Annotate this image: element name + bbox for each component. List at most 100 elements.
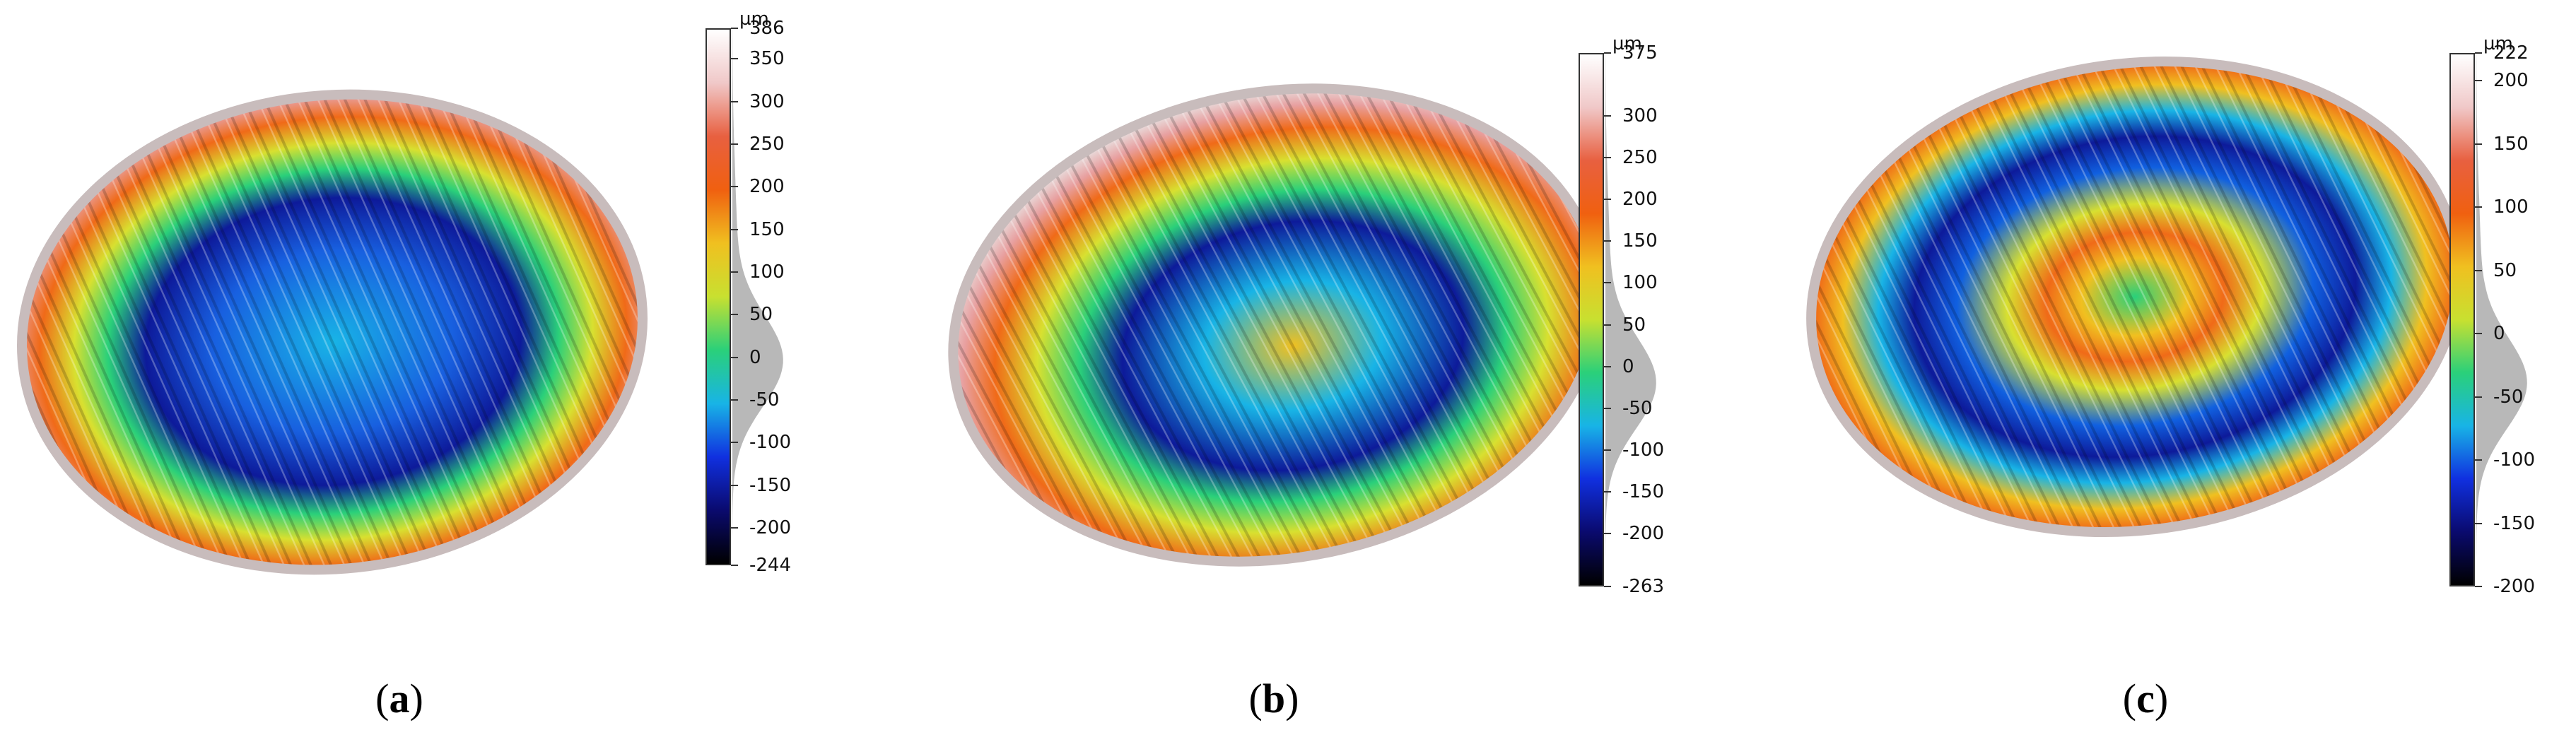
colorbar-c-tickmark: [2475, 80, 2482, 82]
panel-b: µm 375 300 250 200 150 100 50 0 -50 -100 -150 -200 -…: [859, 0, 1718, 749]
surface-plot-c: [1806, 56, 2464, 538]
colorbar-b-tickmark: [1604, 533, 1611, 535]
colorbar-b-tickmark: [1604, 199, 1611, 201]
colorbar-a-tickmark: [731, 271, 738, 273]
caption-c-close: ): [2154, 676, 2169, 721]
colorbar-b-tick-label: 375: [1622, 42, 1658, 64]
colorbar-b-tickmark: [1604, 586, 1611, 587]
caption-b-close: ): [1285, 676, 1299, 721]
colorbar-b-unit: µm: [1612, 33, 1642, 54]
colorbar-c-tick-label: -50: [2493, 386, 2524, 408]
caption-a-letter: a: [389, 676, 410, 721]
colorbar-b-tick-label: -263: [1622, 576, 1665, 597]
colorbar-a-tickmark: [731, 526, 738, 529]
colorbar-a-tick-label: -244: [749, 555, 792, 576]
colorbar-a-tick-label: 0: [749, 346, 761, 368]
colorbar-b-tickmark: [1604, 407, 1611, 409]
colorbar-c-tickmark: [2475, 522, 2482, 524]
colorbar-a-tickmark: [731, 565, 738, 566]
colorbar-a: µm 386 350 300 250 200 150 100 50 0 -50 -100 -150 -2…: [706, 8, 847, 594]
colorbar-a-unit: µm: [739, 8, 769, 30]
colorbar-b-tickmark: [1604, 491, 1611, 493]
colorbar-a-tickmark: [731, 314, 738, 316]
colorbar-a-gradient: [706, 28, 731, 565]
colorbar-b: µm 375 300 250 200 150 100 50 0 -50 -100 -150 -200 -…: [1579, 33, 1713, 604]
colorbar-c-tick-label: -100: [2493, 449, 2536, 471]
colorbar-a-tick-label: 150: [749, 218, 785, 240]
colorbar-c-tickmark: [2475, 52, 2482, 54]
colorbar-b-tick-label: -50: [1622, 397, 1653, 419]
colorbar-c-histogram: [2476, 53, 2527, 586]
colorbar-a-tickmark: [731, 143, 738, 146]
colorbar-c: µm 222 200 150 100 50 0 -50 -100 -150 -200: [2449, 33, 2575, 604]
colorbar-c-tick-label: -150: [2493, 512, 2536, 534]
colorbar-a-tick-label: 250: [749, 134, 785, 155]
colorbar-b-tick-label: 150: [1622, 230, 1658, 252]
colorbar-a-tick-label: -100: [749, 432, 792, 454]
colorbar-b-tickmark: [1604, 156, 1611, 158]
colorbar-c-tickmark: [2475, 333, 2482, 335]
caption-c: (c): [2123, 675, 2168, 722]
caption-c-open: (: [2122, 676, 2137, 721]
colorbar-a-tick-label: 100: [749, 261, 785, 283]
surface-plot-b: [948, 83, 1604, 567]
colorbar-b-tick-label: -200: [1622, 523, 1665, 545]
colorbar-a-tick-label: -150: [749, 474, 792, 496]
colorbar-c-tickmark: [2475, 396, 2482, 398]
colorbar-b-tickmark: [1604, 282, 1611, 284]
colorbar-a-tickmark: [731, 228, 738, 230]
colorbar-a-tick-label: 386: [749, 18, 785, 39]
colorbar-c-unit: µm: [2483, 33, 2513, 54]
colorbar-b-tick-label: 250: [1622, 146, 1658, 168]
caption-c-letter: c: [2136, 676, 2155, 721]
colorbar-c-tick-label: 100: [2493, 196, 2529, 218]
colorbar-c-tick-label: 222: [2493, 42, 2529, 64]
colorbar-b-gradient: [1579, 53, 1604, 586]
colorbar-b-tickmark: [1604, 240, 1611, 242]
caption-b: (b): [1249, 675, 1299, 722]
colorbar-b-tick-label: -100: [1622, 440, 1665, 461]
caption-b-letter: b: [1262, 676, 1286, 721]
colorbar-b-tickmark: [1604, 324, 1611, 326]
colorbar-b-tickmark: [1604, 114, 1611, 117]
colorbar-a-tickmark: [731, 186, 738, 188]
colorbar-c-tick-label: -200: [2493, 576, 2536, 597]
colorbar-a-tick-label: 50: [749, 304, 773, 326]
colorbar-b-tick-label: 300: [1622, 105, 1658, 126]
colorbar-a-tickmark: [731, 356, 738, 358]
caption-a: (a): [375, 675, 423, 722]
colorbar-b-histogram: [1605, 53, 1656, 586]
colorbar-a-tickmark: [731, 442, 738, 444]
colorbar-a-tick-label: -50: [749, 389, 780, 411]
colorbar-c-tick-label: 0: [2493, 323, 2505, 345]
colorbar-c-tickmark: [2475, 143, 2482, 145]
colorbar-a-tick-label: 350: [749, 48, 785, 70]
colorbar-a-tickmark: [731, 58, 738, 60]
colorbar-b-tick-label: 50: [1622, 314, 1646, 336]
surface-plot-a: [17, 89, 648, 575]
colorbar-a-tickmark: [731, 100, 738, 102]
colorbar-c-tickmark: [2475, 459, 2482, 461]
panel-c: µm 222 200 150 100 50 0 -50 -100 -150 -200: [1718, 0, 2576, 749]
colorbar-a-tickmark: [731, 484, 738, 486]
colorbar-a-tick-label: 200: [749, 176, 785, 198]
colorbar-a-histogram: [732, 28, 783, 565]
colorbar-c-tickmark: [2475, 206, 2482, 208]
colorbar-c-tick-label: 150: [2493, 133, 2529, 155]
colorbar-c-tick-label: 200: [2493, 70, 2529, 92]
panel-a: µm 386 350 300 250 200 150 100 50 0 -50 -100 -150 -2…: [0, 0, 848, 749]
caption-a-open: (: [375, 676, 390, 721]
colorbar-c-gradient: [2449, 53, 2475, 586]
colorbar-c-tickmark: [2475, 586, 2482, 587]
colorbar-a-tickmark: [731, 28, 738, 29]
caption-b-open: (: [1248, 676, 1263, 721]
colorbar-b-tick-label: 200: [1622, 189, 1658, 211]
caption-a-close: ): [409, 676, 423, 721]
colorbar-b-tickmark: [1604, 52, 1611, 54]
colorbar-c-tick-label: 50: [2493, 259, 2517, 281]
colorbar-c-tickmark: [2475, 269, 2482, 271]
colorbar-b-tick-label: 0: [1622, 355, 1634, 377]
colorbar-b-tickmark: [1604, 449, 1611, 452]
colorbar-a-tick-label: 300: [749, 90, 785, 112]
colorbar-b-tick-label: -150: [1622, 481, 1665, 503]
